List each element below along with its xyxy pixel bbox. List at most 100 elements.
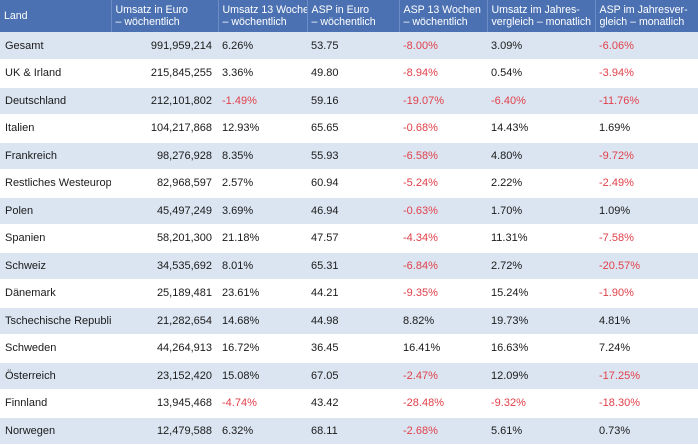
cell-umsatz-jahresvergleich: -6.40% <box>487 87 595 115</box>
cell-asp-13-wochen: -4.34% <box>399 224 487 253</box>
cell-asp-13-wochen: -2.47% <box>399 362 487 390</box>
table-row: Schweden 44,264,913 16.72% 36.45 16.41% 16.63… <box>0 334 698 363</box>
header-label-line: vergleich – monatlich <box>491 16 592 28</box>
cell-land: Polen <box>0 197 111 225</box>
cell-umsatz-woechentlich: 991,959,214 <box>111 32 218 60</box>
cell-land: Schweiz <box>0 252 111 280</box>
cell-umsatz-13-wochen: 3.69% <box>218 197 307 225</box>
header-label-line: Land <box>4 10 28 22</box>
cell-umsatz-13-wochen: 2.57% <box>218 169 307 198</box>
header-label-line: Umsatz im Jahres- <box>491 4 580 16</box>
table-row: Spanien 58,201,300 21.18% 47.57 -4.34% 11.31%… <box>0 224 698 253</box>
header-asp-woechentlich: ASP in Euro – wöchentlich <box>307 0 400 32</box>
cell-umsatz-13-wochen: 12.93% <box>218 114 307 143</box>
cell-asp-woechentlich: 47.57 <box>307 224 399 253</box>
cell-umsatz-jahresvergleich: 16.63% <box>487 334 595 363</box>
table-row: Deutschland 212,101,802 -1.49% 59.16 -19.07%… <box>0 87 698 115</box>
table-row: Polen 45,497,249 3.69% 46.94 -0.63% 1.70% 1.09… <box>0 197 698 225</box>
cell-umsatz-13-wochen: 23.61% <box>218 279 307 308</box>
header-label-line: – wöchentlich <box>222 16 287 28</box>
cell-umsatz-13-wochen: 6.26% <box>218 32 307 60</box>
cell-asp-13-wochen: -9.35% <box>399 279 487 308</box>
cell-asp-13-wochen: -6.58% <box>399 142 487 170</box>
cell-umsatz-jahresvergleich: 4.80% <box>487 142 595 170</box>
cell-asp-woechentlich: 68.11 <box>307 417 399 445</box>
cell-asp-jahresvergleich: -6.06% <box>595 32 698 60</box>
header-label-line: ASP im Jahresver- <box>599 4 688 16</box>
cell-asp-woechentlich: 65.31 <box>307 252 399 280</box>
cell-umsatz-woechentlich: 25,189,481 <box>111 279 218 308</box>
cell-asp-jahresvergleich: -3.94% <box>595 59 698 88</box>
cell-umsatz-13-wochen: 21.18% <box>218 224 307 253</box>
cell-umsatz-woechentlich: 13,945,468 <box>111 389 218 418</box>
cell-asp-woechentlich: 44.98 <box>307 307 399 335</box>
cell-umsatz-13-wochen: -4.74% <box>218 389 307 418</box>
cell-umsatz-jahresvergleich: 2.22% <box>487 169 595 198</box>
header-umsatz-woechentlich: Umsatz in Euro – wöchentlich <box>111 0 219 32</box>
cell-land: Gesamt <box>0 32 111 60</box>
cell-umsatz-woechentlich: 23,152,420 <box>111 362 218 390</box>
table-header: Land Umsatz in Euro – wöchentlich Umsatz 13… <box>0 0 698 32</box>
header-label-line: ASP in Euro <box>311 4 370 16</box>
header-label-line: ASP 13 Wochen <box>403 4 481 16</box>
cell-umsatz-woechentlich: 215,845,255 <box>111 59 218 88</box>
cell-umsatz-jahresvergleich: 19.73% <box>487 307 595 335</box>
cell-umsatz-jahresvergleich: 5.61% <box>487 417 595 445</box>
table-row: UK & Irland 215,845,255 3.36% 49.80 -8.94% 0.… <box>0 59 698 88</box>
table-row: Restliches Westeuropa 82,968,597 2.57% 60.9… <box>0 169 698 198</box>
cell-asp-13-wochen: -8.00% <box>399 32 487 60</box>
table-row: Tschechische Republik 21,282,654 14.68% 44.… <box>0 307 698 335</box>
cell-umsatz-jahresvergleich: 1.70% <box>487 197 595 225</box>
header-label-line: Umsatz in Euro <box>115 4 188 16</box>
cell-umsatz-jahresvergleich: 14.43% <box>487 114 595 143</box>
cell-land: Finnland <box>0 389 111 418</box>
cell-asp-woechentlich: 36.45 <box>307 334 399 363</box>
cell-land: Frankreich <box>0 142 111 170</box>
cell-asp-jahresvergleich: -9.72% <box>595 142 698 170</box>
cell-asp-woechentlich: 65.65 <box>307 114 399 143</box>
cell-asp-jahresvergleich: -7.58% <box>595 224 698 253</box>
header-label-line: – wöchentlich <box>115 16 180 28</box>
cell-asp-woechentlich: 46.94 <box>307 197 399 225</box>
table-row: Italien 104,217,868 12.93% 65.65 -0.68% 14.43… <box>0 114 698 143</box>
cell-asp-jahresvergleich: -17.25% <box>595 362 698 390</box>
table-row: Schweiz 34,535,692 8.01% 65.31 -6.84% 2.72% -2… <box>0 252 698 280</box>
header-row: Land Umsatz in Euro – wöchentlich Umsatz 13… <box>0 0 698 32</box>
table-row: Finnland 13,945,468 -4.74% 43.42 -28.48% -9.3… <box>0 389 698 418</box>
cell-umsatz-13-wochen: 8.35% <box>218 142 307 170</box>
cell-asp-jahresvergleich: -20.57% <box>595 252 698 280</box>
cell-asp-woechentlich: 53.75 <box>307 32 399 60</box>
cell-land: Deutschland <box>0 87 111 115</box>
cell-asp-13-wochen: -8.94% <box>399 59 487 88</box>
cell-asp-woechentlich: 67.05 <box>307 362 399 390</box>
cell-land: Italien <box>0 114 111 143</box>
header-label-line: Umsatz 13 Wochen <box>222 4 307 16</box>
cell-umsatz-jahresvergleich: 12.09% <box>487 362 595 390</box>
cell-asp-jahresvergleich: 0.73% <box>595 417 698 445</box>
cell-umsatz-woechentlich: 21,282,654 <box>111 307 218 335</box>
cell-umsatz-jahresvergleich: 11.31% <box>487 224 595 253</box>
cell-umsatz-13-wochen: 16.72% <box>218 334 307 363</box>
cell-asp-woechentlich: 55.93 <box>307 142 399 170</box>
cell-asp-jahresvergleich: 1.69% <box>595 114 698 143</box>
cell-umsatz-jahresvergleich: -9.32% <box>487 389 595 418</box>
cell-land: Tschechische Republik <box>0 307 111 335</box>
cell-asp-jahresvergleich: 1.09% <box>595 197 698 225</box>
cell-asp-13-wochen: 16.41% <box>399 334 487 363</box>
header-umsatz-jahresvergleich: Umsatz im Jahres-vergleich – monatlich <box>487 0 596 32</box>
table-row: Österreich 23,152,420 15.08% 67.05 -2.47% 12.… <box>0 362 698 390</box>
cell-umsatz-woechentlich: 98,276,928 <box>111 142 218 170</box>
header-land: Land <box>0 0 112 32</box>
table-row: Frankreich 98,276,928 8.35% 55.93 -6.58% 4.80… <box>0 142 698 170</box>
cell-land: UK & Irland <box>0 59 111 88</box>
cell-umsatz-jahresvergleich: 2.72% <box>487 252 595 280</box>
cell-land: Dänemark <box>0 279 111 308</box>
cell-land: Norwegen <box>0 417 111 445</box>
cell-asp-13-wochen: 8.82% <box>399 307 487 335</box>
table-body: Gesamt 991,959,214 6.26% 53.75 -8.00% 3.09% -6… <box>0 32 698 445</box>
cell-asp-woechentlich: 49.80 <box>307 59 399 88</box>
cell-asp-jahresvergleich: 4.81% <box>595 307 698 335</box>
header-asp-jahresvergleich: ASP im Jahresver-gleich – monatlich <box>595 0 698 32</box>
